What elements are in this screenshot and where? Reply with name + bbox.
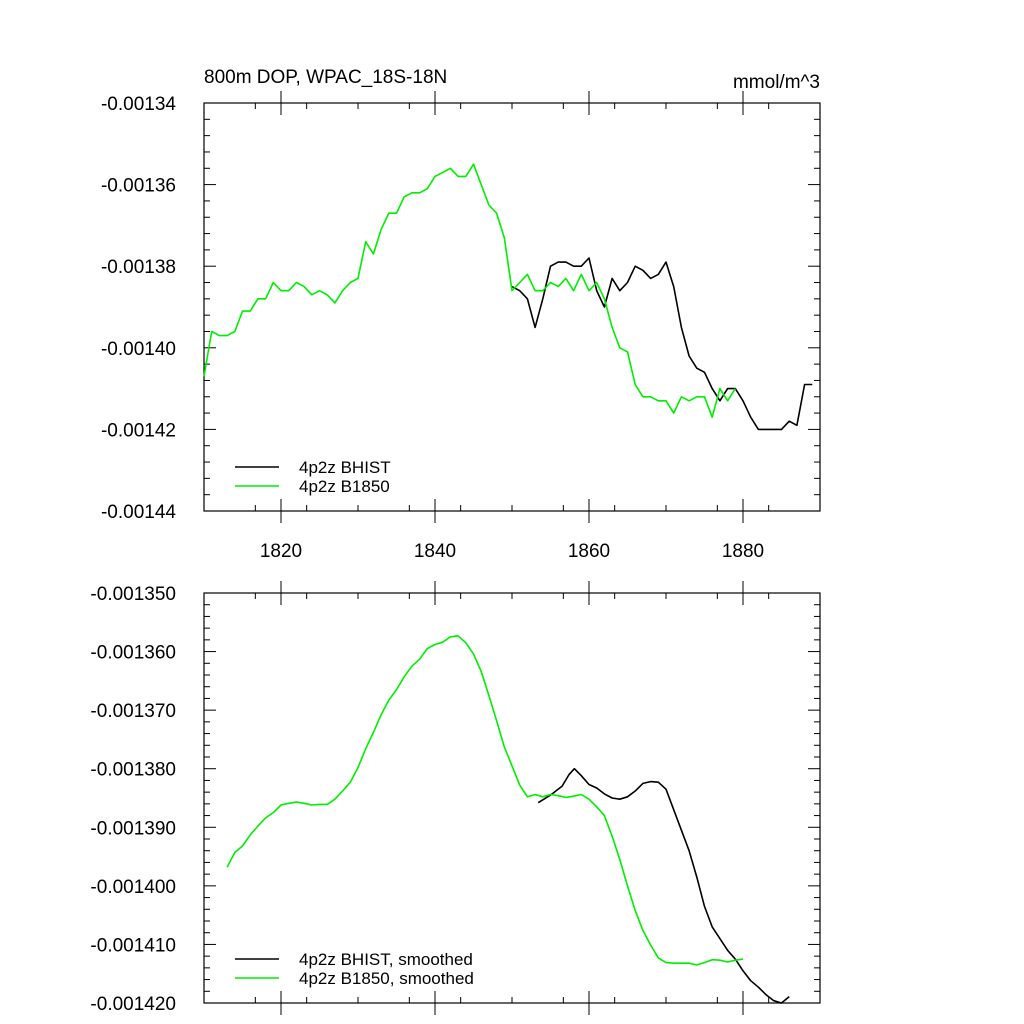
chart1-title: 800m DOP, WPAC_18S-18N [204,67,447,88]
chart2-plot-frame [203,592,821,1004]
chart1-y-tick-label: -0.00144 [101,502,176,523]
chart1-legend-label-1: 4p2z BHIST [299,458,391,477]
chart1-series-line-2 [203,163,736,419]
chart2-y-tick-label: -0.001410 [90,935,176,956]
chart1-plot-frame [203,102,821,512]
chart1-y-tick-label: -0.00138 [101,257,176,278]
chart1-y-tick-label: -0.00140 [101,339,176,360]
chart1-y-tick-label: -0.00136 [101,176,176,197]
chart2-y-tick-label: -0.001420 [90,994,176,1015]
chart1-x-tick-label: 1820 [260,541,302,562]
chart1-series-line-1 [511,257,813,431]
chart1-x-tick-label: 1840 [414,541,456,562]
chart2-y-tick-label: -0.001370 [90,701,176,722]
chart1-units-label: mmol/m^3 [733,72,820,93]
chart1-x-tick-label: 1860 [568,541,610,562]
chart2-y-tick-label: -0.001400 [90,877,176,898]
chart2-y-tick-label: -0.001350 [90,584,176,605]
chart2-y-tick-label: -0.001360 [90,643,176,664]
chart2-y-tick-label: -0.001390 [90,818,176,839]
chart2-y-tick-label: -0.001380 [90,760,176,781]
chart1-legend-label-2: 4p2z B1850 [299,477,390,496]
chart2-legend-label-1: 4p2z BHIST, smoothed [299,950,473,969]
chart1-x-tick-label: 1880 [722,541,764,562]
chart2-series-line-1 [537,767,790,1004]
chart1-y-tick-label: -0.00134 [101,94,176,115]
chart2-series-line-2 [226,634,744,966]
chart2-legend-label-2: 4p2z B1850, smoothed [299,969,474,988]
chart1-y-tick-label: -0.00142 [101,420,176,441]
